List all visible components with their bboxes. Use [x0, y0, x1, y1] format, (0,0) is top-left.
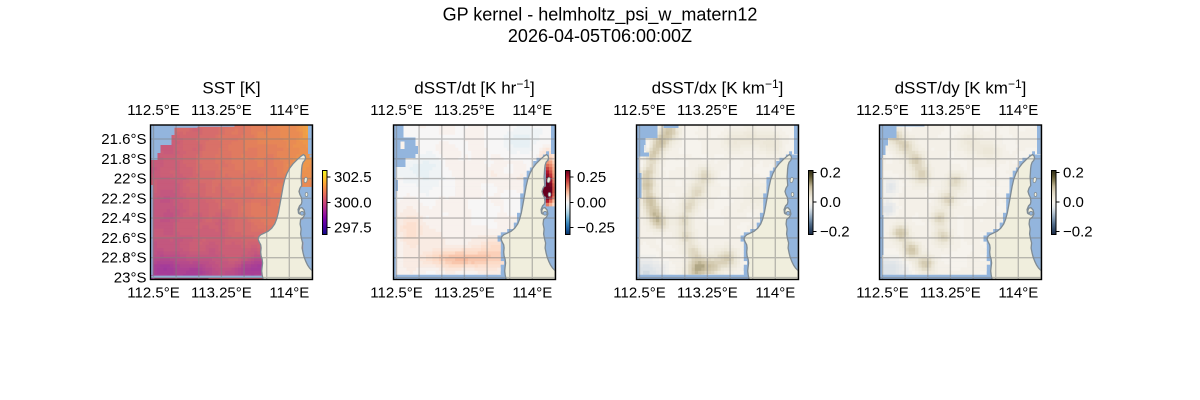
- svg-text:dSST/dt [K hr−1]: dSST/dt [K hr−1]: [414, 77, 534, 98]
- svg-text:21.8°S: 21.8°S: [101, 151, 146, 168]
- svg-text:21.6°S: 21.6°S: [101, 131, 146, 148]
- svg-text:0.0: 0.0: [1063, 194, 1084, 211]
- svg-text:22°S: 22°S: [114, 171, 147, 188]
- svg-text:302.5: 302.5: [334, 169, 372, 186]
- svg-text:112.5°E: 112.5°E: [127, 285, 179, 302]
- svg-text:114°E: 114°E: [512, 285, 552, 302]
- svg-text:113.25°E: 113.25°E: [677, 102, 738, 119]
- svg-text:113.25°E: 113.25°E: [434, 285, 495, 302]
- svg-text:0.2: 0.2: [1063, 165, 1084, 182]
- svg-text:−0.25: −0.25: [577, 220, 615, 237]
- svg-text:112.5°E: 112.5°E: [856, 102, 908, 119]
- svg-text:112.5°E: 112.5°E: [613, 102, 665, 119]
- svg-text:22.2°S: 22.2°S: [101, 190, 146, 207]
- svg-text:112.5°E: 112.5°E: [370, 102, 422, 119]
- svg-text:0.25: 0.25: [577, 169, 606, 186]
- svg-text:23°S: 23°S: [114, 270, 147, 287]
- svg-text:113.25°E: 113.25°E: [434, 102, 495, 119]
- svg-text:114°E: 114°E: [269, 285, 309, 302]
- svg-text:113.25°E: 113.25°E: [677, 285, 738, 302]
- svg-text:114°E: 114°E: [755, 102, 795, 119]
- svg-text:0.00: 0.00: [577, 195, 606, 212]
- svg-text:113.25°E: 113.25°E: [191, 102, 252, 119]
- svg-text:114°E: 114°E: [512, 102, 552, 119]
- svg-text:112.5°E: 112.5°E: [127, 102, 179, 119]
- svg-text:0.2: 0.2: [820, 165, 841, 182]
- svg-text:297.5: 297.5: [334, 220, 372, 237]
- svg-text:114°E: 114°E: [998, 285, 1038, 302]
- svg-text:0.0: 0.0: [820, 194, 841, 211]
- svg-text:2026-04-05T06:00:00Z: 2026-04-05T06:00:00Z: [508, 26, 692, 46]
- svg-text:22.6°S: 22.6°S: [101, 230, 146, 247]
- svg-text:−0.2: −0.2: [1063, 224, 1093, 241]
- svg-text:GP kernel - helmholtz_psi_w_ma: GP kernel - helmholtz_psi_w_matern12: [443, 5, 758, 26]
- svg-text:−0.2: −0.2: [820, 224, 850, 241]
- svg-text:22.4°S: 22.4°S: [101, 210, 146, 227]
- svg-text:SST [K]: SST [K]: [202, 79, 260, 98]
- svg-text:114°E: 114°E: [755, 285, 795, 302]
- svg-text:113.25°E: 113.25°E: [920, 102, 981, 119]
- svg-text:22.8°S: 22.8°S: [101, 250, 146, 267]
- svg-text:dSST/dx [K km−1]: dSST/dx [K km−1]: [652, 77, 784, 98]
- svg-text:113.25°E: 113.25°E: [920, 285, 981, 302]
- svg-text:112.5°E: 112.5°E: [370, 285, 422, 302]
- svg-text:114°E: 114°E: [269, 102, 309, 119]
- svg-text:112.5°E: 112.5°E: [856, 285, 908, 302]
- svg-text:112.5°E: 112.5°E: [613, 285, 665, 302]
- svg-text:114°E: 114°E: [998, 102, 1038, 119]
- svg-text:300.0: 300.0: [334, 195, 372, 212]
- svg-text:113.25°E: 113.25°E: [191, 285, 252, 302]
- svg-text:dSST/dy [K km−1]: dSST/dy [K km−1]: [895, 77, 1027, 98]
